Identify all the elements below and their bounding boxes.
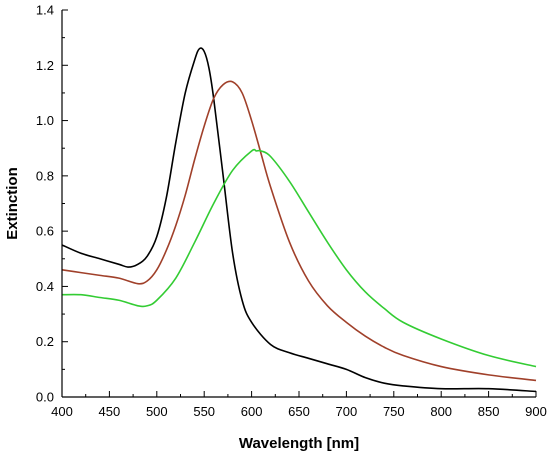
y-tick-label: 0.8 — [36, 168, 54, 183]
x-tick-label: 550 — [193, 404, 215, 419]
x-axis-title: Wavelength [nm] — [239, 435, 359, 452]
y-tick-label: 1.0 — [36, 113, 54, 128]
y-axis-title: Extinction — [4, 167, 21, 240]
y-tick-label: 0.6 — [36, 224, 54, 239]
x-tick-label: 800 — [430, 404, 452, 419]
series-layer — [61, 47, 537, 393]
x-tick-label: 850 — [478, 404, 500, 419]
y-tick-label: 0.2 — [36, 334, 54, 349]
y-tick-label: 1.4 — [36, 3, 54, 18]
series-line-1 — [61, 47, 537, 393]
x-tick-label: 900 — [525, 404, 547, 419]
x-tick-label: 650 — [288, 404, 310, 419]
series-line-2 — [61, 80, 537, 382]
y-tick-label: 0.4 — [36, 279, 54, 294]
x-tick-label: 400 — [51, 404, 73, 419]
x-tick-label: 700 — [336, 404, 358, 419]
x-tick-label: 600 — [241, 404, 263, 419]
x-tick-label: 500 — [146, 404, 168, 419]
series-line-3 — [61, 148, 537, 368]
x-tick-label: 750 — [383, 404, 405, 419]
axes-layer: 400 450 500 550 600 650 700 750 800 850 900 0.0 0.2 0… — [36, 3, 547, 420]
y-tick-label: 1.2 — [36, 58, 54, 73]
x-tick-label: 450 — [99, 404, 121, 419]
y-tick-label: 0.0 — [36, 390, 54, 405]
